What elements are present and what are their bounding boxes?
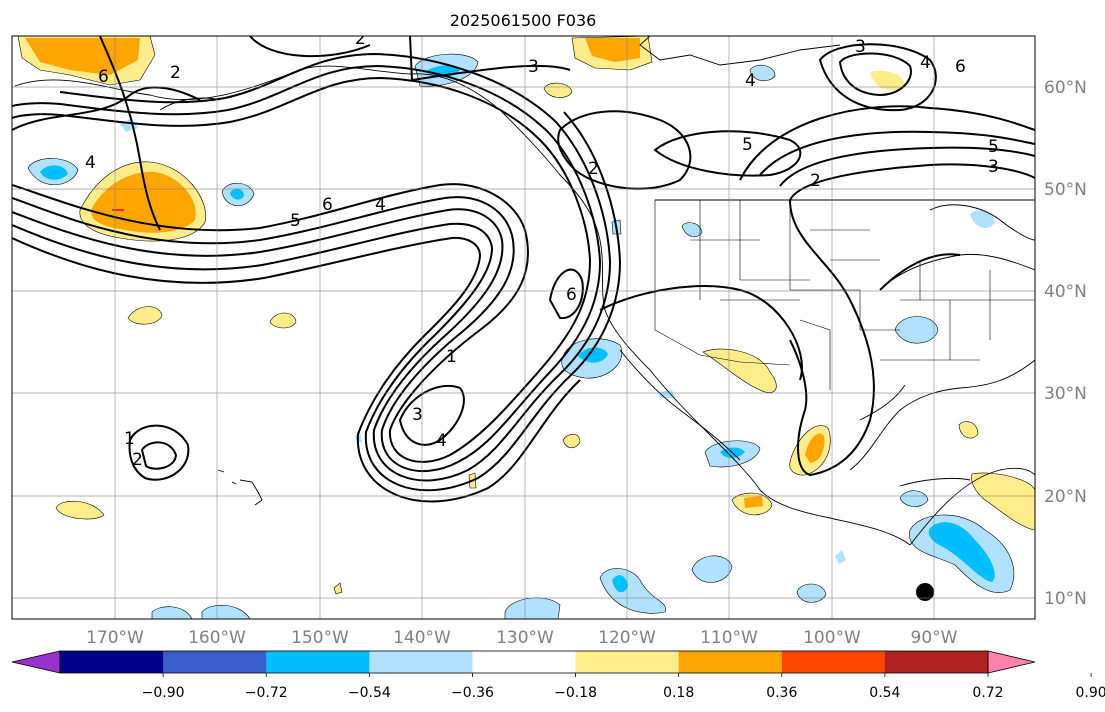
contour-label: 2 [810, 171, 821, 191]
contour-label: 5 [988, 137, 999, 157]
map-frame [11, 35, 1036, 620]
colorbar-frame [59, 650, 989, 674]
colorbar-segment [163, 651, 267, 673]
contour-label: 4 [745, 71, 756, 91]
colorbar-tick-label: −0.72 [245, 685, 288, 701]
colorbar-tick-label: −0.54 [348, 685, 391, 701]
gridlines [12, 36, 1035, 619]
contour-label: 3 [988, 157, 999, 177]
lon-label: 140°W [393, 628, 451, 648]
negative-anomaly-fills [27, 53, 1015, 619]
colorbar [11, 650, 1036, 674]
contour-label: 3 [855, 37, 866, 57]
lon-label: 150°W [291, 628, 349, 648]
contour-label: 3 [528, 57, 539, 77]
map-panel: 2 3 3 4 4 5 5 3 6 6 4 5 6 4 1 3 4 2 1 2 [11, 29, 1036, 620]
colorbar-tick-labels: −0.90 −0.72 −0.54 −0.36 −0.18 0.18 0.36 0.54 0.7… [142, 673, 1105, 701]
contour-label: 1 [124, 429, 135, 449]
contour-label: 5 [742, 135, 753, 155]
colorbar-tick-label: −0.18 [554, 685, 597, 701]
colorbar-tick-label: 0.18 [663, 685, 694, 701]
contour-label: 6 [955, 57, 966, 77]
colorbar-tick-label: −0.90 [142, 685, 185, 701]
contour-label: 4 [375, 195, 386, 215]
contour-label-group: 2 3 3 4 4 5 5 3 6 6 4 5 6 4 1 3 4 2 1 2 [85, 29, 999, 470]
contour-label: 5 [290, 211, 301, 231]
colorbar-segment [266, 651, 370, 673]
colorbar-segment [472, 651, 577, 673]
colorbar-segment [60, 651, 164, 673]
colorbar-segment [575, 651, 680, 673]
contour-label: 2 [170, 63, 181, 83]
contour-label: 1 [446, 347, 457, 367]
colorbar-segment [781, 651, 886, 673]
contour-lines [12, 36, 1035, 503]
contour-label: 3 [412, 405, 423, 425]
colorbar-segment [678, 651, 783, 673]
colorbar-tick-label: 0.90 [1076, 685, 1105, 701]
contour-label: 4 [85, 153, 96, 173]
lat-label: 50°N [1044, 180, 1087, 200]
contour-label: 4 [436, 431, 447, 451]
colorbar-tick-label: −0.36 [451, 685, 494, 701]
colorbar-extend-low [11, 650, 61, 674]
contour-label: 2 [355, 29, 366, 49]
contour-label: 4 [920, 53, 931, 73]
map-background [12, 36, 1035, 619]
contour-label: 2 [588, 159, 599, 179]
lat-label: 30°N [1044, 384, 1087, 404]
longitude-labels: 170°W 160°W 150°W 140°W 130°W 120°W 110°W 100°W… [86, 628, 958, 648]
contour-label: 2 [132, 450, 143, 470]
colorbar-extend-high [987, 650, 1036, 674]
contour-label: 6 [566, 285, 577, 305]
figure-title: 2025061500 F036 [450, 11, 597, 30]
coastlines [14, 36, 1035, 546]
lat-label: 60°N [1044, 78, 1087, 98]
contour-label: 6 [322, 195, 333, 215]
lon-label: 120°W [598, 628, 656, 648]
political-borders [654, 200, 1035, 390]
lat-label: 20°N [1044, 487, 1087, 507]
lat-label: 10°N [1044, 589, 1087, 609]
colorbar-segment [884, 651, 989, 673]
contour-label: 6 [98, 67, 109, 87]
lon-label: 170°W [86, 628, 144, 648]
colorbar-tick-label: 0.36 [766, 685, 797, 701]
lon-label: 110°W [700, 628, 758, 648]
latitude-labels: 60°N 50°N 40°N 30°N 20°N 10°N [1044, 78, 1087, 609]
positive-anomaly-fills [17, 36, 1035, 595]
colorbar-tick-label: 0.54 [869, 685, 900, 701]
lon-label: 130°W [496, 628, 554, 648]
lon-label: 160°W [188, 628, 246, 648]
lon-label: 100°W [803, 628, 861, 648]
colorbar-segment [369, 651, 473, 673]
lat-label: 40°N [1044, 282, 1087, 302]
black-dot-marker [916, 583, 934, 601]
lon-label: 90°W [911, 628, 958, 648]
colorbar-tick-label: 0.72 [972, 685, 1003, 701]
